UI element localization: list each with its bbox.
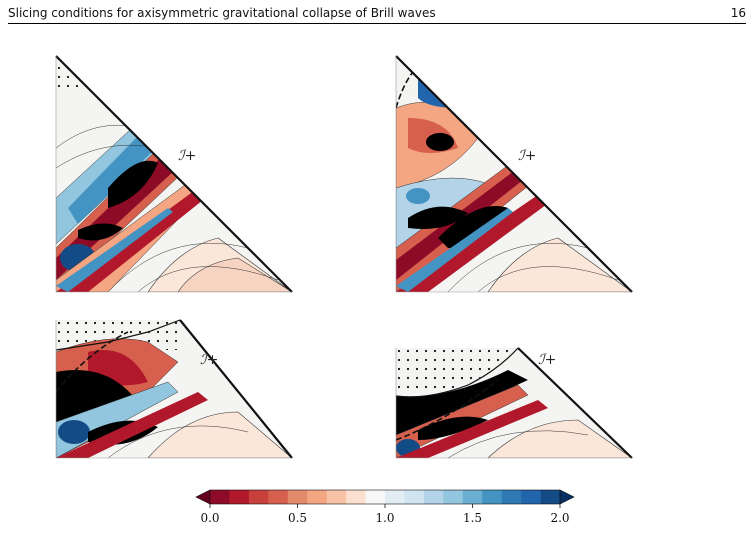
colorbar-segment xyxy=(521,490,541,504)
colorbar-segment xyxy=(482,490,502,504)
colorbar-segment xyxy=(385,490,405,504)
header-rule xyxy=(8,23,746,24)
running-title: Slicing conditions for axisymmetric grav… xyxy=(8,6,436,20)
colorbar-tick-label: 1.5 xyxy=(463,511,482,525)
scri-plus-label: ℐ+ xyxy=(518,148,536,164)
page-number: 16 xyxy=(730,6,746,20)
scri-plus-label: ℐ+ xyxy=(538,352,556,368)
colorbar-segment xyxy=(540,490,561,504)
colorbar-tick-label: 2.0 xyxy=(550,511,569,525)
scri-plus-label: ℐ+ xyxy=(178,148,196,164)
colorbar-segment xyxy=(287,490,308,504)
colorbar-segment xyxy=(501,490,522,504)
contour-plot: ℐ+ xyxy=(395,55,633,293)
contour-panel-bottom-left: ℐ+ xyxy=(48,312,298,462)
colorbar-segment xyxy=(365,490,386,504)
colorbar: 0.0 0.5 1.0 1.5 2.0 xyxy=(190,486,580,538)
contour-plot: ℐ+ xyxy=(55,55,293,293)
contour-panel-top-right: ℐ+ xyxy=(388,48,638,296)
contour-panel-top-left: ℐ+ xyxy=(48,48,298,296)
colorbar-segment xyxy=(268,490,289,504)
colorbar-segment xyxy=(210,490,230,504)
contour-plot: ℐ+ xyxy=(395,347,633,459)
colorbar-segment xyxy=(443,490,464,504)
colorbar-segment xyxy=(326,490,347,504)
colorbar-segment xyxy=(307,490,327,504)
colorbar-segment xyxy=(423,490,444,504)
scri-plus-label: ℐ+ xyxy=(200,352,218,368)
colorbar-segment xyxy=(404,490,425,504)
colorbar-segment xyxy=(229,490,250,504)
contour-panel-bottom-right: ℐ+ xyxy=(388,340,638,462)
contour-plot: ℐ+ xyxy=(55,319,293,459)
colorbar-segment xyxy=(462,490,483,504)
colorbar-tick-label: 1.0 xyxy=(375,511,394,525)
colorbar-tick-label: 0.5 xyxy=(288,511,307,525)
page-header: Slicing conditions for axisymmetric grav… xyxy=(8,4,746,24)
colorbar-svg: 0.0 0.5 1.0 1.5 2.0 xyxy=(195,489,575,525)
colorbar-segment xyxy=(346,490,366,504)
colorbar-segment xyxy=(248,490,269,504)
colorbar-extend-low xyxy=(195,489,211,505)
colorbar-tick-label: 0.0 xyxy=(200,511,219,525)
colorbar-extend-high xyxy=(559,489,575,505)
